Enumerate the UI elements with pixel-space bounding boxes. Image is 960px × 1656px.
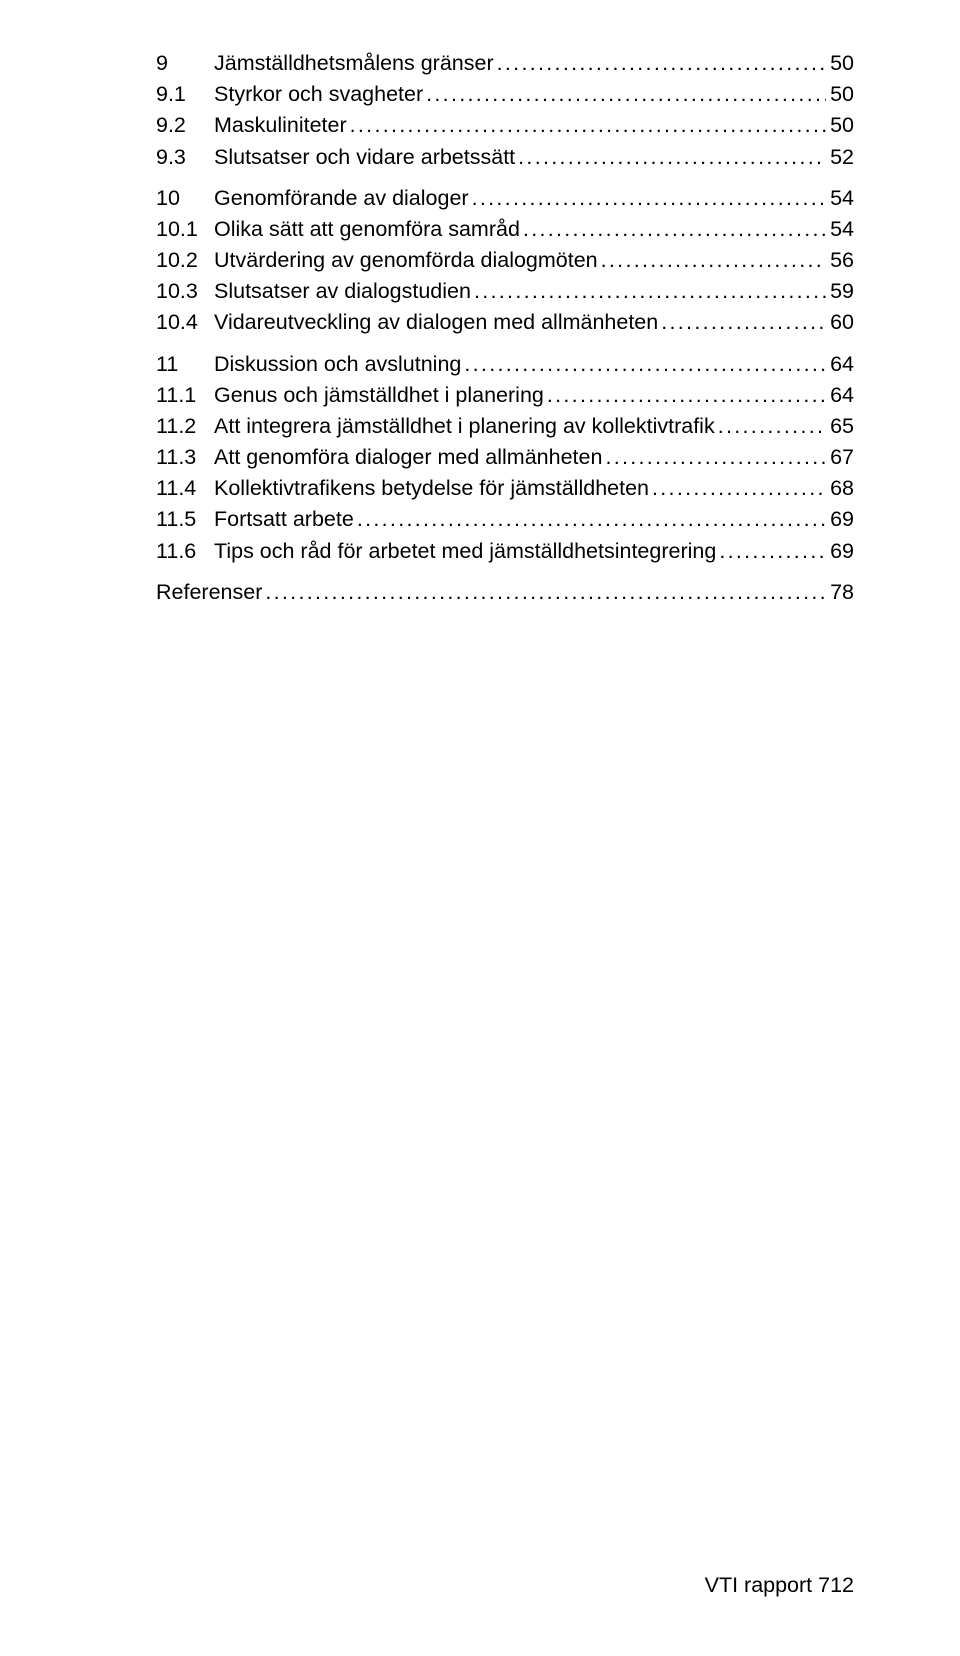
toc-entry-title: Utvärdering av genomförda dialogmöten — [214, 245, 598, 276]
toc-entry-title: Slutsatser av dialogstudien — [214, 276, 471, 307]
toc-entry-page: 50 — [826, 79, 854, 110]
toc-entry-number: 9.3 — [156, 142, 214, 173]
toc-row: 11.4Kollektivtrafikens betydelse för jäm… — [156, 473, 854, 504]
table-of-contents: 9Jämställdhetsmålens gränser509.1Styrkor… — [156, 48, 854, 608]
toc-entry-title: Att genomföra dialoger med allmänheten — [214, 442, 602, 473]
toc-group-separator — [156, 173, 854, 183]
toc-entry-title: Referenser — [156, 577, 262, 608]
toc-entry-number: 10.2 — [156, 245, 214, 276]
toc-entry-number: 9.1 — [156, 79, 214, 110]
toc-entry-title: Styrkor och svagheter — [214, 79, 423, 110]
toc-entry-title: Diskussion och avslutning — [214, 349, 461, 380]
toc-leader-dots — [598, 245, 826, 276]
toc-row: 10.1Olika sätt att genomföra samråd 54 — [156, 214, 854, 245]
toc-entry-number: 9 — [156, 48, 214, 79]
toc-entry-title: Fortsatt arbete — [214, 504, 354, 535]
toc-entry-number: 11.6 — [156, 536, 214, 567]
toc-entry-page: 60 — [826, 307, 854, 338]
toc-leader-dots — [716, 536, 826, 567]
toc-row: 11.5Fortsatt arbete 69 — [156, 504, 854, 535]
toc-entry-title: Slutsatser och vidare arbetssätt — [214, 142, 515, 173]
toc-entry-page: 69 — [826, 504, 854, 535]
document-page: 9Jämställdhetsmålens gränser509.1Styrkor… — [0, 0, 960, 1656]
toc-entry-number: 11.3 — [156, 442, 214, 473]
toc-leader-dots — [471, 276, 826, 307]
toc-entry-page: 50 — [826, 48, 854, 79]
toc-entry-page: 67 — [826, 442, 854, 473]
toc-entry-number: 9.2 — [156, 110, 214, 141]
toc-row: 9.2Maskuliniteter 50 — [156, 110, 854, 141]
toc-entry-page: 59 — [826, 276, 854, 307]
toc-row: Referenser 78 — [156, 577, 854, 608]
toc-leader-dots — [520, 214, 826, 245]
toc-entry-page: 65 — [826, 411, 854, 442]
toc-leader-dots — [715, 411, 826, 442]
toc-entry-page: 64 — [826, 349, 854, 380]
toc-entry-number: 11 — [156, 349, 214, 380]
toc-entry-page: 64 — [826, 380, 854, 411]
toc-entry-title: Vidareutveckling av dialogen med allmänh… — [214, 307, 658, 338]
toc-row: 11.6Tips och råd för arbetet med jämstäl… — [156, 536, 854, 567]
toc-entry-number: 11.2 — [156, 411, 214, 442]
toc-entry-number: 11.4 — [156, 473, 214, 504]
toc-leader-dots — [469, 183, 827, 214]
toc-leader-dots — [602, 442, 826, 473]
toc-entry-title: Jämställdhetsmålens gränser — [214, 48, 494, 79]
toc-entry-page: 54 — [826, 214, 854, 245]
toc-leader-dots — [494, 48, 826, 79]
toc-entry-page: 54 — [826, 183, 854, 214]
toc-row: 11.2Att integrera jämställdhet i planeri… — [156, 411, 854, 442]
toc-entry-number: 10 — [156, 183, 214, 214]
toc-entry-title: Genus och jämställdhet i planering — [214, 380, 544, 411]
toc-entry-number: 11.1 — [156, 380, 214, 411]
toc-entry-title: Tips och råd för arbetet med jämställdhe… — [214, 536, 716, 567]
toc-entry-title: Olika sätt att genomföra samråd — [214, 214, 520, 245]
toc-row: 9.1Styrkor och svagheter 50 — [156, 79, 854, 110]
toc-group-separator — [156, 339, 854, 349]
toc-leader-dots — [649, 473, 826, 504]
toc-leader-dots — [354, 504, 826, 535]
footer-text: VTI rapport 712 — [705, 1573, 854, 1598]
toc-entry-page: 78 — [826, 577, 854, 608]
toc-row: 10Genomförande av dialoger 54 — [156, 183, 854, 214]
toc-row: 11.3Att genomföra dialoger med allmänhet… — [156, 442, 854, 473]
toc-entry-title: Att integrera jämställdhet i planering a… — [214, 411, 715, 442]
toc-row: 9.3Slutsatser och vidare arbetssätt 52 — [156, 142, 854, 173]
toc-row: 10.3Slutsatser av dialogstudien 59 — [156, 276, 854, 307]
toc-leader-dots — [423, 79, 826, 110]
toc-entry-page: 69 — [826, 536, 854, 567]
toc-leader-dots — [658, 307, 826, 338]
toc-entry-title: Kollektivtrafikens betydelse för jämstäl… — [214, 473, 649, 504]
toc-entry-page: 52 — [826, 142, 854, 173]
toc-entry-page: 50 — [826, 110, 854, 141]
toc-leader-dots — [461, 349, 826, 380]
toc-entry-number: 10.1 — [156, 214, 214, 245]
toc-entry-title: Genomförande av dialoger — [214, 183, 469, 214]
toc-entry-page: 56 — [826, 245, 854, 276]
toc-leader-dots — [262, 577, 826, 608]
toc-entry-page: 68 — [826, 473, 854, 504]
toc-group-separator — [156, 567, 854, 577]
toc-row: 9Jämställdhetsmålens gränser 50 — [156, 48, 854, 79]
toc-row: 10.2Utvärdering av genomförda dialogmöte… — [156, 245, 854, 276]
toc-row: 11Diskussion och avslutning 64 — [156, 349, 854, 380]
toc-row: 10.4Vidareutveckling av dialogen med all… — [156, 307, 854, 338]
toc-leader-dots — [515, 142, 826, 173]
toc-entry-number: 11.5 — [156, 504, 214, 535]
toc-row: 11.1Genus och jämställdhet i planering 64 — [156, 380, 854, 411]
toc-entry-title: Maskuliniteter — [214, 110, 347, 141]
toc-entry-number: 10.3 — [156, 276, 214, 307]
toc-leader-dots — [347, 110, 826, 141]
toc-leader-dots — [544, 380, 826, 411]
toc-entry-number: 10.4 — [156, 307, 214, 338]
